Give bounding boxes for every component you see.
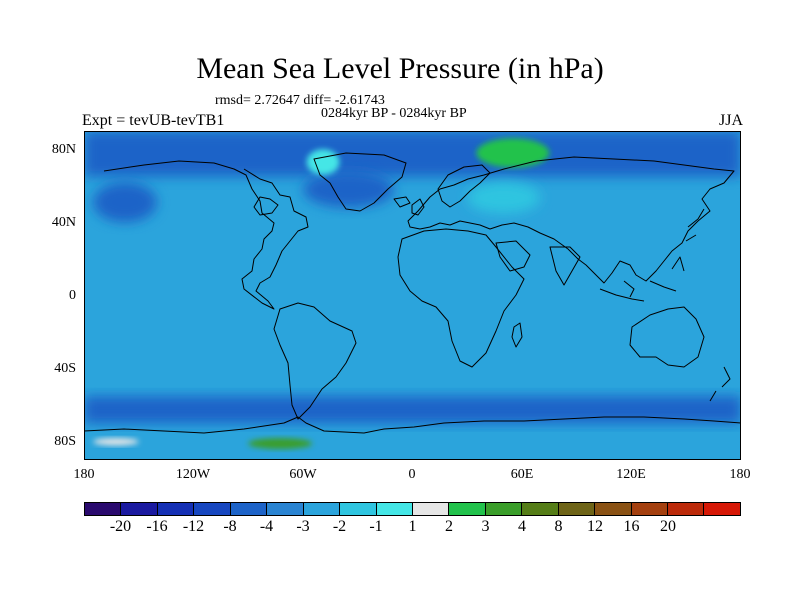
lat-label-equator: 0 <box>69 288 76 303</box>
colorbar-label: -2 <box>332 518 347 535</box>
colorbar-swatch <box>558 503 596 515</box>
anomaly-southern-ocean-low <box>84 396 741 424</box>
lon-label-0: 0 <box>408 467 416 482</box>
anomaly-north-pacific-low <box>93 182 157 223</box>
colorbar-swatch <box>230 503 268 515</box>
colorbar-label: -1 <box>369 518 383 535</box>
anomaly-arctic-band <box>84 131 741 177</box>
colorbar-label: 16 <box>623 518 640 535</box>
colorbar-label: 2 <box>445 518 453 535</box>
colorbar-labels: -20 -16 -12 -8 -4 -3 -2 -1 1 2 3 4 8 12 16 20 <box>84 518 741 540</box>
colorbar-swatch <box>412 503 450 515</box>
stats-text: rmsd= 2.72647 diff= -2.61743 <box>215 93 385 108</box>
pressure-map <box>84 131 741 460</box>
colorbar-swatch <box>85 503 122 515</box>
colorbar-swatch <box>704 503 740 515</box>
lat-label-40s: 40S <box>54 361 76 376</box>
colorbar-swatch <box>595 503 632 515</box>
britain-coast <box>411 198 425 216</box>
coastlines <box>84 152 741 434</box>
colorbar-label: -16 <box>146 518 168 535</box>
anomaly-amundsen-sea-high <box>248 438 313 450</box>
arabia-coast <box>495 240 531 272</box>
experiment-label: Expt = tevUB-tevTB1 <box>82 112 225 129</box>
colorbar <box>84 502 741 516</box>
colorbar-label: 8 <box>554 518 563 535</box>
colorbar-label: -20 <box>109 518 132 535</box>
iceland-coast <box>393 196 411 208</box>
colorbar-swatch <box>522 503 559 515</box>
hudson-bay-coast <box>253 196 279 216</box>
greenland-coast <box>313 152 407 212</box>
colorbar-label: -12 <box>182 518 205 535</box>
colorbar-swatch <box>121 503 158 515</box>
lat-label-40n: 40N <box>51 215 76 230</box>
colorbar-swatch <box>157 503 195 515</box>
madagascar-coast <box>511 322 523 348</box>
colorbar-label: -3 <box>296 518 310 535</box>
australia-coast <box>629 306 705 368</box>
colorbar-swatch <box>449 503 486 515</box>
colorbar-swatch <box>194 503 231 515</box>
antarctica-coast <box>84 416 741 434</box>
lat-label-80s: 80S <box>54 434 76 449</box>
africa-coast <box>397 228 525 368</box>
india-coast <box>549 246 581 286</box>
lat-label-80n: 80N <box>51 142 76 157</box>
anomaly-eurasia-anomaly <box>467 182 541 214</box>
colorbar-label: 12 <box>587 518 603 535</box>
colorbar-swatch <box>267 503 304 515</box>
south-america-coast <box>273 302 357 420</box>
lon-label-60w: 60W <box>289 467 317 482</box>
colorbar-label: 20 <box>660 518 676 535</box>
lon-label-120e: 120E <box>616 467 646 482</box>
colorbar-label: 1 <box>408 518 417 535</box>
colorbar-swatch <box>485 503 523 515</box>
colorbar-label: -4 <box>259 518 274 535</box>
pressure-field <box>84 131 741 460</box>
japan-coast <box>685 208 705 242</box>
lon-label-180w: 180 <box>73 467 95 482</box>
anomaly-greenland-high <box>306 149 340 175</box>
colorbar-label: 4 <box>518 518 526 535</box>
lon-label-60e: 60E <box>510 467 534 482</box>
map-panel <box>84 131 741 460</box>
lon-label-120w: 120W <box>175 467 211 482</box>
period-text: 0284kyr BP - 0284kyr BP <box>321 106 467 121</box>
indonesia-coast <box>599 256 685 302</box>
map-title: Mean Sea Level Pressure (in hPa) <box>196 52 604 85</box>
colorbar-label: 3 <box>481 518 490 535</box>
colorbar-swatch <box>376 503 413 515</box>
colorbar-swatch <box>303 503 341 515</box>
colorbar-swatch <box>340 503 377 515</box>
colorbar-swatch <box>668 503 705 515</box>
anomaly-scandinavia-high <box>476 138 550 168</box>
colorbar-swatch <box>631 503 668 515</box>
new-zealand-coast <box>709 366 731 402</box>
scandinavia-coast <box>437 164 491 208</box>
season-label: JJA <box>718 112 743 129</box>
eurasia-coast <box>407 156 735 284</box>
lon-label-180e: 180 <box>729 467 751 482</box>
colorbar-label: -8 <box>223 518 237 535</box>
anomaly-north-atlantic-low <box>303 171 395 208</box>
anomaly-ross-sea-high <box>93 438 139 446</box>
map-frame <box>84 131 741 460</box>
north-america-coast <box>103 160 309 310</box>
